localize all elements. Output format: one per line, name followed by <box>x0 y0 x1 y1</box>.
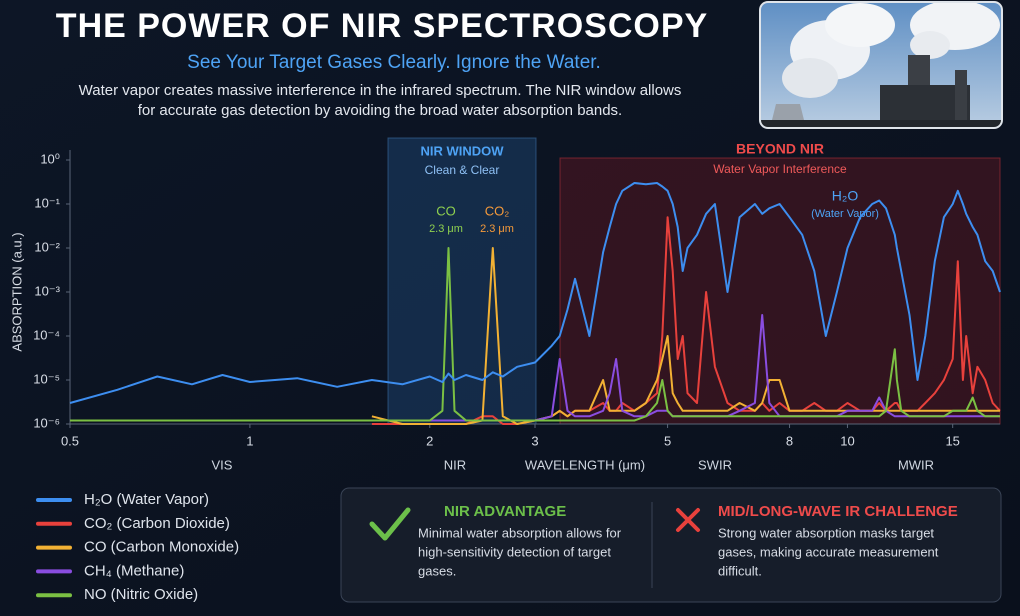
factory-photo <box>760 2 1002 128</box>
title: THE POWER OF NIR SPECTROSCOPY <box>56 7 708 45</box>
x-tick-label: 5 <box>664 433 671 448</box>
x-tick-label: 3 <box>531 433 538 448</box>
h2o-note: (Water Vapor) <box>811 208 879 220</box>
region-label: NIR <box>444 457 466 472</box>
photo-frame <box>759 1 1003 129</box>
beyond-nir-subtitle: Water Vapor Interference <box>713 162 847 176</box>
ground <box>760 120 1002 128</box>
nir-window-title: NIR WINDOW <box>420 143 504 158</box>
region-label: MWIR <box>898 457 934 472</box>
subtitle: See Your Target Gases Clearly. Ignore th… <box>187 52 601 73</box>
steam <box>782 58 838 98</box>
series-line <box>70 247 1000 422</box>
description: for accurate gas detection by avoiding t… <box>138 102 622 119</box>
h2o-label: H₂O <box>832 188 859 204</box>
y-tick-label: 10⁻² <box>34 239 60 254</box>
x-tick-label: 10 <box>840 433 854 448</box>
y-tick-label: 10⁻⁶ <box>33 415 60 430</box>
y-axis-title: ABSORPTION (a.u.) <box>9 232 24 351</box>
panel-title: MID/LONG-WAVE IR CHALLENGE <box>718 503 958 520</box>
panel-text: Minimal water absorption allows for <box>418 525 622 540</box>
y-tick-label: 10⁻³ <box>34 283 60 298</box>
region-label: SWIR <box>698 457 732 472</box>
legend-label: CO₂ (Carbon Dioxide) <box>84 515 230 532</box>
legend-label: CO (Carbon Monoxide) <box>84 539 239 556</box>
tower <box>955 70 967 128</box>
y-tick-label: 10⁰ <box>40 151 60 166</box>
y-tick-label: 10⁻⁴ <box>33 327 60 342</box>
x-tick-label: 0.5 <box>61 433 79 448</box>
co2-label: CO₂ <box>485 203 510 218</box>
x-tick-label: 1 <box>246 433 253 448</box>
panel-text: high-sensitivity detection of target <box>418 544 611 559</box>
y-tick-label: 10⁻¹ <box>34 195 60 210</box>
steam <box>910 31 950 59</box>
plot: 10⁰ 10⁻¹ 10⁻² 10⁻³ 10⁻⁴ 10⁻⁵ 10⁻⁶0.5 1 2 3 5 8 10 15 <box>33 150 1001 448</box>
co-wavelength: 2.3 μm <box>429 223 463 235</box>
region-label: VIS <box>212 457 233 472</box>
panel-text: Strong water absorption masks target <box>718 525 934 540</box>
y-tick-label: 10⁻⁵ <box>33 371 60 386</box>
description: Water vapor creates massive interference… <box>79 82 682 99</box>
x-tick-label: 15 <box>945 433 959 448</box>
panel-text: gases. <box>418 563 456 578</box>
beyond-nir-title: BEYOND NIR <box>736 141 824 157</box>
x-tick-label: 8 <box>786 433 793 448</box>
co-label: CO <box>436 203 456 218</box>
x-axis-title: WAVELENGTH (μm) <box>525 457 645 472</box>
steam <box>825 3 895 47</box>
legend-label: NO (Nitric Oxide) <box>84 586 198 603</box>
x-tick-label: 2 <box>426 433 433 448</box>
cross-icon <box>676 508 700 532</box>
co2-wavelength: 2.3 μm <box>480 223 514 235</box>
legend-label: H₂O (Water Vapor) <box>84 491 209 508</box>
legend: H₂O (Water Vapor) CO₂ (Carbon Dioxide) CO … <box>36 491 239 603</box>
panel-text: difficult. <box>718 563 762 578</box>
legend-label: CH₄ (Methane) <box>84 562 184 579</box>
series-line <box>69 182 1001 404</box>
panel-title: NIR ADVANTAGE <box>444 503 566 520</box>
info-panel <box>340 487 1002 603</box>
check-icon <box>369 507 411 541</box>
panel-text: gases, making accurate measurement <box>718 544 939 559</box>
nir-window-subtitle: Clean & Clear <box>425 163 500 177</box>
